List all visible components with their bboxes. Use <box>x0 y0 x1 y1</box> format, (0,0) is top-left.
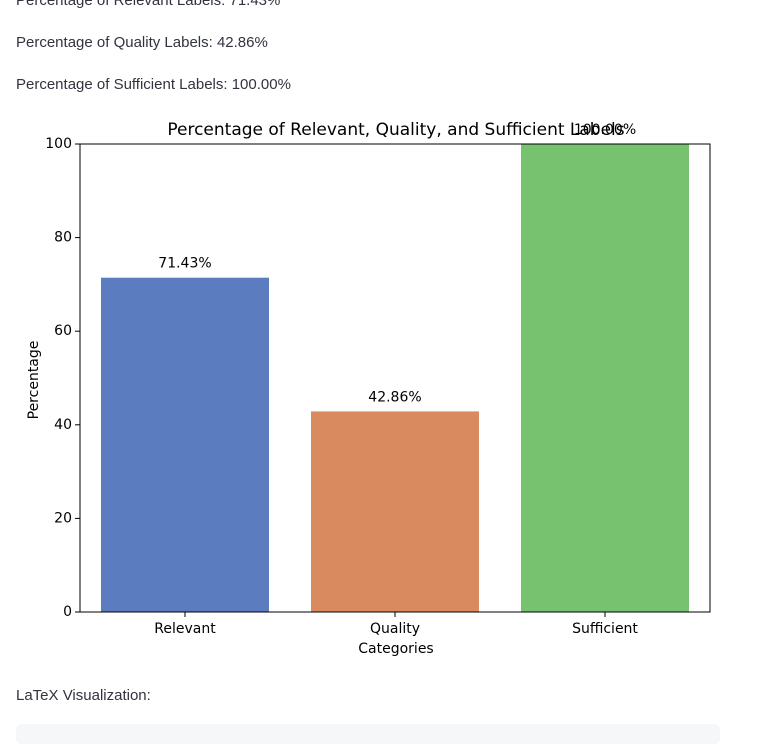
y-axis-label: Percentage <box>26 341 42 420</box>
x-axis-label: Categories <box>358 641 433 657</box>
y-tick-label: 0 <box>63 604 72 620</box>
y-tick-label: 60 <box>54 323 72 339</box>
latex-box <box>16 724 720 744</box>
x-tick-label: Quality <box>370 621 420 637</box>
value-label: 71.43% <box>158 256 211 272</box>
x-tick-label: Sufficient <box>572 621 638 637</box>
chart-title: Percentage of Relevant, Quality, and Suf… <box>167 120 624 140</box>
value-label: 100.00% <box>574 122 636 138</box>
status-text: Percentage of Relevant Labels: 71.43% <box>16 0 281 9</box>
chart: Percentage of Relevant, Quality, and Suf… <box>26 120 711 657</box>
bar <box>101 277 269 612</box>
bar <box>311 411 479 612</box>
plot-frame <box>79 143 711 613</box>
status-text: Percentage of Quality Labels: 42.86% <box>16 34 268 51</box>
status-text: Percentage of Sufficient Labels: 100.00% <box>16 76 291 93</box>
section-label: LaTeX Visualization: <box>16 687 151 704</box>
value-label: 42.86% <box>368 389 421 405</box>
bar <box>521 144 689 612</box>
y-tick-label: 20 <box>54 510 72 526</box>
y-tick-label: 40 <box>54 417 72 433</box>
y-tick-label: 100 <box>45 136 72 152</box>
y-tick-label: 80 <box>54 230 72 246</box>
x-tick-label: Relevant <box>154 621 216 637</box>
